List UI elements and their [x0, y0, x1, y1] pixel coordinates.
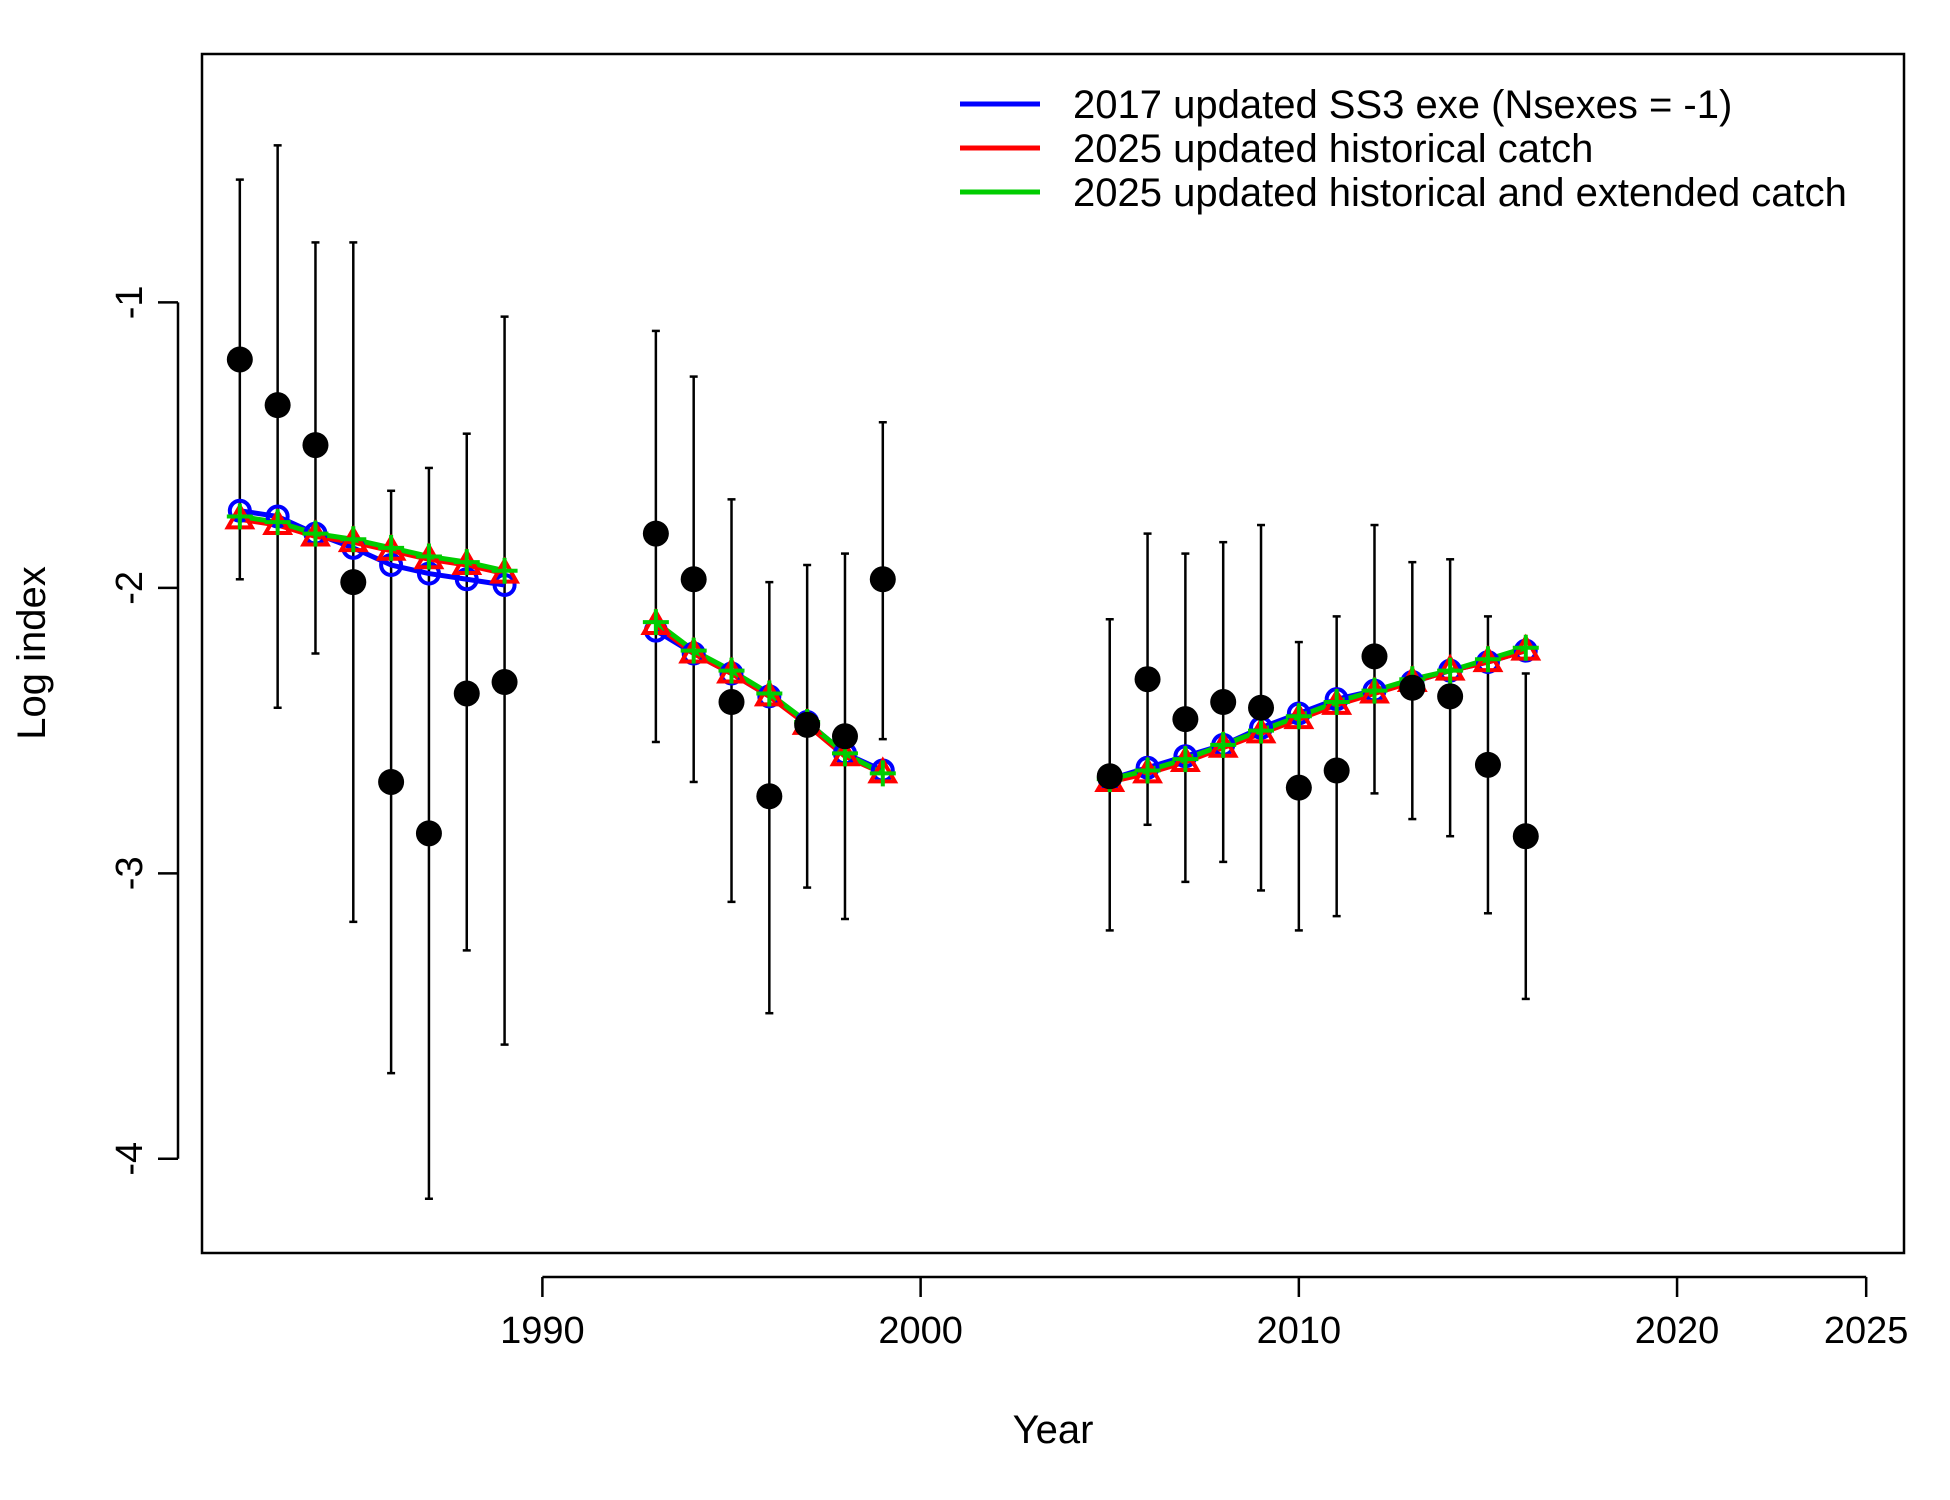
x-tick-label: 2025 — [1824, 1310, 1909, 1352]
series-3-marker — [340, 526, 367, 553]
observed-point — [1474, 751, 1501, 778]
observed-point — [831, 723, 858, 750]
observed-point — [340, 569, 367, 596]
y-tick-label: -3 — [109, 856, 151, 890]
series-3-marker — [869, 760, 896, 787]
series-3-marker — [453, 549, 480, 576]
series-3-marker — [378, 534, 405, 561]
series-3-marker — [1512, 634, 1539, 661]
observed-point — [1512, 823, 1539, 850]
series-3-marker — [1285, 703, 1312, 730]
series-3-marker — [491, 557, 518, 584]
observed-point — [491, 669, 518, 696]
observed-point — [1210, 689, 1237, 716]
legend-label-2: 2025 updated historical catch — [1073, 127, 1593, 171]
plot-frame — [200, 52, 1906, 1255]
series-3-marker — [1210, 731, 1237, 758]
x-axis-title: Year — [1013, 1408, 1094, 1452]
series-3-marker — [1437, 657, 1464, 684]
series-3-marker — [226, 503, 253, 530]
legend-label-1: 2017 updated SS3 exe (Nsexes = -1) — [1073, 83, 1732, 127]
x-axis: 1990 2000 2010 2020 2025 — [500, 1275, 1909, 1352]
y-tick-label: -2 — [109, 571, 151, 605]
observed-point — [756, 783, 783, 810]
observed-point — [453, 680, 480, 707]
observed-point — [718, 689, 745, 716]
legend-label-3: 2025 updated historical and extended cat… — [1073, 171, 1847, 215]
series-3-marker — [1323, 689, 1350, 716]
series-3-marker — [1361, 677, 1388, 704]
x-tick-label: 2020 — [1635, 1310, 1720, 1352]
series-3-marker — [415, 543, 442, 570]
observed-point — [680, 566, 707, 593]
observed-point — [869, 566, 896, 593]
observed-point — [1096, 763, 1123, 790]
observed-point — [1172, 706, 1199, 733]
legend: 2017 updated SS3 exe (Nsexes = -1)2025 u… — [960, 83, 1847, 215]
observed-point — [1437, 683, 1464, 710]
series-3-marker — [642, 609, 669, 636]
observed-point — [1134, 666, 1161, 693]
x-tick-label: 2000 — [878, 1310, 963, 1352]
y-tick-label: -1 — [109, 285, 151, 319]
series-3-marker — [264, 509, 291, 536]
observed-point — [1285, 774, 1312, 801]
y-axis-title: Log index — [10, 566, 54, 739]
series-3-marker — [680, 637, 707, 664]
observed-point — [378, 768, 405, 795]
observed-point — [1323, 757, 1350, 784]
x-tick-label: 1990 — [500, 1310, 585, 1352]
observed-point — [264, 392, 291, 419]
series-3-marker — [1134, 757, 1161, 784]
observed-point — [1248, 694, 1275, 721]
series-3-marker — [756, 680, 783, 707]
observed-point — [642, 520, 669, 547]
series-3-marker — [718, 657, 745, 684]
x-tick-label: 2010 — [1257, 1310, 1342, 1352]
observed-point — [226, 346, 253, 373]
series-3-marker — [1248, 717, 1275, 744]
observed-point — [1361, 643, 1388, 670]
series-3-marker — [1172, 746, 1199, 773]
observed-point — [415, 820, 442, 847]
observed-point — [302, 432, 329, 459]
series-3-marker — [302, 520, 329, 547]
series-3-marker — [1474, 646, 1501, 673]
y-tick-label: -4 — [109, 1142, 151, 1176]
observed-point — [1399, 674, 1426, 701]
observed-point — [794, 711, 821, 738]
observed-points-group — [226, 346, 1539, 850]
y-axis: -1 -2 -3 -4 — [109, 285, 180, 1176]
